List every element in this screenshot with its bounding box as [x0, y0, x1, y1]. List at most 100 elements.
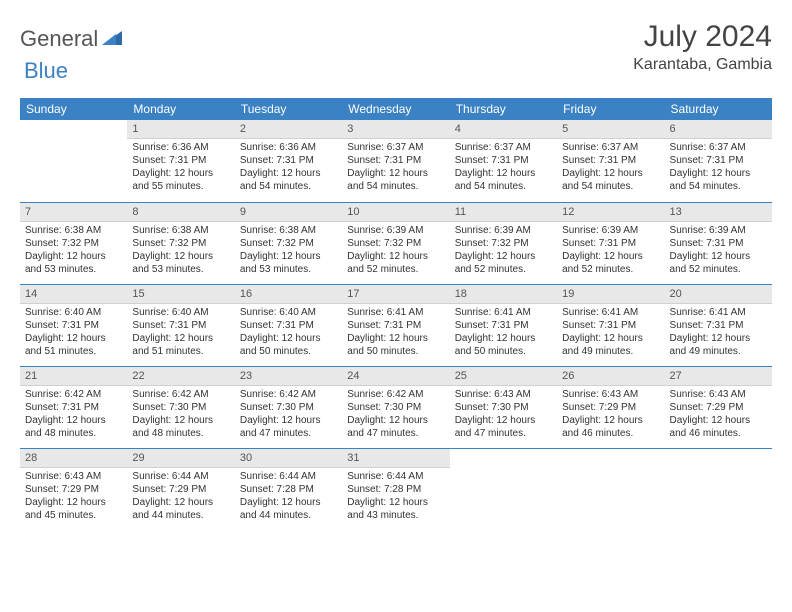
day-number: 17 — [342, 285, 449, 304]
sunset-text: Sunset: 7:29 PM — [132, 483, 229, 496]
calendar-day-cell: 25Sunrise: 6:43 AMSunset: 7:30 PMDayligh… — [450, 366, 557, 448]
daylight-text: Daylight: 12 hours and 47 minutes. — [347, 414, 444, 440]
daylight-text: Daylight: 12 hours and 53 minutes. — [25, 250, 122, 276]
daylight-text: Daylight: 12 hours and 46 minutes. — [562, 414, 659, 440]
day-content: Sunrise: 6:42 AMSunset: 7:30 PMDaylight:… — [127, 386, 234, 444]
day-content: Sunrise: 6:41 AMSunset: 7:31 PMDaylight:… — [557, 304, 664, 362]
day-content: Sunrise: 6:42 AMSunset: 7:31 PMDaylight:… — [20, 386, 127, 444]
sunset-text: Sunset: 7:31 PM — [455, 319, 552, 332]
daylight-text: Daylight: 12 hours and 44 minutes. — [132, 496, 229, 522]
daylight-text: Daylight: 12 hours and 55 minutes. — [132, 167, 229, 193]
sunrise-text: Sunrise: 6:44 AM — [240, 470, 337, 483]
day-number: 24 — [342, 367, 449, 386]
day-number: 21 — [20, 367, 127, 386]
calendar-day-cell: 9Sunrise: 6:38 AMSunset: 7:32 PMDaylight… — [235, 202, 342, 284]
weekday-header: Sunday — [20, 98, 127, 120]
calendar-day-cell: 4Sunrise: 6:37 AMSunset: 7:31 PMDaylight… — [450, 120, 557, 202]
day-content: Sunrise: 6:41 AMSunset: 7:31 PMDaylight:… — [342, 304, 449, 362]
daylight-text: Daylight: 12 hours and 50 minutes. — [347, 332, 444, 358]
weekday-row: SundayMondayTuesdayWednesdayThursdayFrid… — [20, 98, 772, 120]
day-content: Sunrise: 6:39 AMSunset: 7:31 PMDaylight:… — [557, 222, 664, 280]
day-number: 8 — [127, 203, 234, 222]
daylight-text: Daylight: 12 hours and 49 minutes. — [670, 332, 767, 358]
day-content: Sunrise: 6:42 AMSunset: 7:30 PMDaylight:… — [235, 386, 342, 444]
sunrise-text: Sunrise: 6:37 AM — [347, 141, 444, 154]
day-content: Sunrise: 6:36 AMSunset: 7:31 PMDaylight:… — [127, 139, 234, 197]
sunset-text: Sunset: 7:30 PM — [347, 401, 444, 414]
day-content: Sunrise: 6:39 AMSunset: 7:31 PMDaylight:… — [665, 222, 772, 280]
day-number: 3 — [342, 120, 449, 139]
calendar-day-cell: 7Sunrise: 6:38 AMSunset: 7:32 PMDaylight… — [20, 202, 127, 284]
day-number: 18 — [450, 285, 557, 304]
daylight-text: Daylight: 12 hours and 52 minutes. — [562, 250, 659, 276]
day-number: 1 — [127, 120, 234, 139]
calendar-day-cell: 8Sunrise: 6:38 AMSunset: 7:32 PMDaylight… — [127, 202, 234, 284]
sunset-text: Sunset: 7:28 PM — [240, 483, 337, 496]
sunset-text: Sunset: 7:30 PM — [132, 401, 229, 414]
calendar-week-row: 14Sunrise: 6:40 AMSunset: 7:31 PMDayligh… — [20, 284, 772, 366]
day-number: 6 — [665, 120, 772, 139]
sunset-text: Sunset: 7:31 PM — [562, 154, 659, 167]
calendar-day-cell: 2Sunrise: 6:36 AMSunset: 7:31 PMDaylight… — [235, 120, 342, 202]
day-content: Sunrise: 6:36 AMSunset: 7:31 PMDaylight:… — [235, 139, 342, 197]
daylight-text: Daylight: 12 hours and 52 minutes. — [347, 250, 444, 276]
daylight-text: Daylight: 12 hours and 53 minutes. — [240, 250, 337, 276]
sunset-text: Sunset: 7:30 PM — [240, 401, 337, 414]
sunset-text: Sunset: 7:31 PM — [347, 319, 444, 332]
calendar-day-cell: 27Sunrise: 6:43 AMSunset: 7:29 PMDayligh… — [665, 366, 772, 448]
calendar-day-cell: 16Sunrise: 6:40 AMSunset: 7:31 PMDayligh… — [235, 284, 342, 366]
day-number: 15 — [127, 285, 234, 304]
day-content: Sunrise: 6:41 AMSunset: 7:31 PMDaylight:… — [665, 304, 772, 362]
calendar-week-row: 7Sunrise: 6:38 AMSunset: 7:32 PMDaylight… — [20, 202, 772, 284]
day-content: Sunrise: 6:39 AMSunset: 7:32 PMDaylight:… — [450, 222, 557, 280]
sunrise-text: Sunrise: 6:36 AM — [240, 141, 337, 154]
sunrise-text: Sunrise: 6:42 AM — [347, 388, 444, 401]
sunrise-text: Sunrise: 6:42 AM — [25, 388, 122, 401]
sunset-text: Sunset: 7:28 PM — [347, 483, 444, 496]
calendar-day-cell: 5Sunrise: 6:37 AMSunset: 7:31 PMDaylight… — [557, 120, 664, 202]
calendar-day-cell: 26Sunrise: 6:43 AMSunset: 7:29 PMDayligh… — [557, 366, 664, 448]
sunset-text: Sunset: 7:31 PM — [347, 154, 444, 167]
calendar-day-cell: 19Sunrise: 6:41 AMSunset: 7:31 PMDayligh… — [557, 284, 664, 366]
sunrise-text: Sunrise: 6:40 AM — [132, 306, 229, 319]
day-number: 9 — [235, 203, 342, 222]
daylight-text: Daylight: 12 hours and 46 minutes. — [670, 414, 767, 440]
sunrise-text: Sunrise: 6:44 AM — [347, 470, 444, 483]
title-block: July 2024 Karantaba, Gambia — [633, 20, 772, 74]
sunrise-text: Sunrise: 6:40 AM — [25, 306, 122, 319]
sunrise-text: Sunrise: 6:44 AM — [132, 470, 229, 483]
sunrise-text: Sunrise: 6:39 AM — [347, 224, 444, 237]
calendar-day-cell: 10Sunrise: 6:39 AMSunset: 7:32 PMDayligh… — [342, 202, 449, 284]
sunset-text: Sunset: 7:32 PM — [132, 237, 229, 250]
daylight-text: Daylight: 12 hours and 48 minutes. — [132, 414, 229, 440]
daylight-text: Daylight: 12 hours and 47 minutes. — [240, 414, 337, 440]
day-number: 4 — [450, 120, 557, 139]
sunrise-text: Sunrise: 6:43 AM — [455, 388, 552, 401]
daylight-text: Daylight: 12 hours and 45 minutes. — [25, 496, 122, 522]
daylight-text: Daylight: 12 hours and 52 minutes. — [670, 250, 767, 276]
calendar-day-cell: 17Sunrise: 6:41 AMSunset: 7:31 PMDayligh… — [342, 284, 449, 366]
daylight-text: Daylight: 12 hours and 51 minutes. — [25, 332, 122, 358]
calendar-day-cell: 13Sunrise: 6:39 AMSunset: 7:31 PMDayligh… — [665, 202, 772, 284]
day-content: Sunrise: 6:44 AMSunset: 7:28 PMDaylight:… — [342, 468, 449, 526]
day-content: Sunrise: 6:44 AMSunset: 7:29 PMDaylight:… — [127, 468, 234, 526]
sunset-text: Sunset: 7:30 PM — [455, 401, 552, 414]
calendar-body: 1Sunrise: 6:36 AMSunset: 7:31 PMDaylight… — [20, 120, 772, 530]
sunrise-text: Sunrise: 6:39 AM — [562, 224, 659, 237]
sunset-text: Sunset: 7:31 PM — [562, 237, 659, 250]
logo-text-blue: Blue — [24, 58, 68, 84]
sunrise-text: Sunrise: 6:37 AM — [562, 141, 659, 154]
sunset-text: Sunset: 7:31 PM — [670, 237, 767, 250]
calendar-day-cell: 28Sunrise: 6:43 AMSunset: 7:29 PMDayligh… — [20, 448, 127, 530]
day-content: Sunrise: 6:42 AMSunset: 7:30 PMDaylight:… — [342, 386, 449, 444]
day-number: 14 — [20, 285, 127, 304]
sunrise-text: Sunrise: 6:41 AM — [670, 306, 767, 319]
calendar-day-cell: 6Sunrise: 6:37 AMSunset: 7:31 PMDaylight… — [665, 120, 772, 202]
day-content: Sunrise: 6:43 AMSunset: 7:30 PMDaylight:… — [450, 386, 557, 444]
calendar-day-cell: 20Sunrise: 6:41 AMSunset: 7:31 PMDayligh… — [665, 284, 772, 366]
location-subtitle: Karantaba, Gambia — [633, 56, 772, 74]
day-content: Sunrise: 6:37 AMSunset: 7:31 PMDaylight:… — [557, 139, 664, 197]
daylight-text: Daylight: 12 hours and 53 minutes. — [132, 250, 229, 276]
calendar-empty-cell — [557, 448, 664, 530]
day-number: 25 — [450, 367, 557, 386]
